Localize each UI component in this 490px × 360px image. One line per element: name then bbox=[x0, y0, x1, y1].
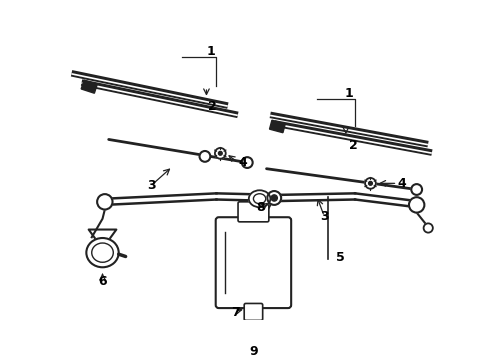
Text: 5: 5 bbox=[336, 251, 344, 264]
Text: 4: 4 bbox=[238, 156, 247, 169]
Circle shape bbox=[368, 181, 372, 185]
Bar bbox=[81, 80, 97, 93]
Circle shape bbox=[423, 223, 433, 233]
Text: 3: 3 bbox=[147, 179, 155, 192]
Ellipse shape bbox=[249, 190, 270, 207]
Text: 1: 1 bbox=[344, 87, 353, 100]
Text: 1: 1 bbox=[207, 45, 216, 58]
FancyBboxPatch shape bbox=[238, 202, 269, 222]
Bar bbox=[270, 120, 285, 133]
FancyBboxPatch shape bbox=[244, 303, 263, 320]
Circle shape bbox=[242, 157, 253, 168]
FancyBboxPatch shape bbox=[245, 321, 261, 339]
Text: 2: 2 bbox=[208, 100, 217, 113]
Text: 6: 6 bbox=[98, 275, 107, 288]
Ellipse shape bbox=[86, 238, 119, 267]
Circle shape bbox=[365, 178, 376, 189]
Circle shape bbox=[268, 191, 281, 205]
FancyBboxPatch shape bbox=[216, 217, 291, 308]
Circle shape bbox=[409, 197, 424, 213]
Text: 4: 4 bbox=[397, 177, 406, 190]
Circle shape bbox=[199, 151, 210, 162]
Circle shape bbox=[250, 327, 257, 333]
Circle shape bbox=[97, 194, 113, 210]
Ellipse shape bbox=[253, 194, 266, 204]
Text: 8: 8 bbox=[256, 201, 265, 214]
Circle shape bbox=[219, 152, 222, 155]
Text: 3: 3 bbox=[320, 210, 329, 223]
Circle shape bbox=[271, 195, 277, 201]
Text: 7: 7 bbox=[231, 306, 240, 319]
Ellipse shape bbox=[92, 243, 113, 262]
Circle shape bbox=[411, 184, 422, 195]
Text: 9: 9 bbox=[249, 345, 258, 358]
Circle shape bbox=[215, 148, 226, 159]
Text: 2: 2 bbox=[349, 139, 358, 152]
